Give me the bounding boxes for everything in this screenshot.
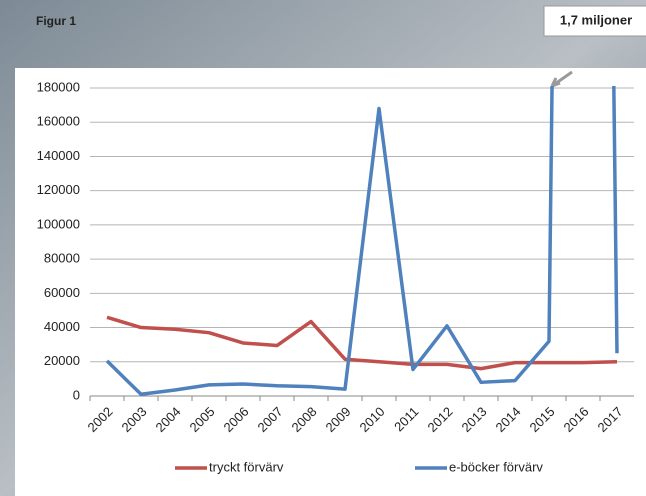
y-tick-label: 180000 <box>37 79 80 94</box>
chart-panel <box>15 68 646 496</box>
y-tick-label: 100000 <box>37 216 80 231</box>
callout-arrow <box>550 70 573 88</box>
y-tick-label: 140000 <box>37 148 80 163</box>
y-tick-label: 60000 <box>44 285 80 300</box>
legend-label: e-böcker förvärv <box>449 459 543 474</box>
legend-label: tryckt förvärv <box>209 459 284 474</box>
y-tick-label: 40000 <box>44 319 80 334</box>
y-tick-label: 0 <box>73 387 80 402</box>
callout-box <box>543 5 646 37</box>
plot-area <box>105 86 619 397</box>
y-tick-label: 20000 <box>44 353 80 368</box>
chart-title: Figur 1 <box>36 14 76 28</box>
y-tick-label: 120000 <box>37 182 80 197</box>
annotation: 1,7 miljoner <box>560 12 632 27</box>
y-tick-label: 80000 <box>44 251 80 266</box>
y-tick-label: 160000 <box>37 114 80 129</box>
series-line <box>105 86 619 397</box>
